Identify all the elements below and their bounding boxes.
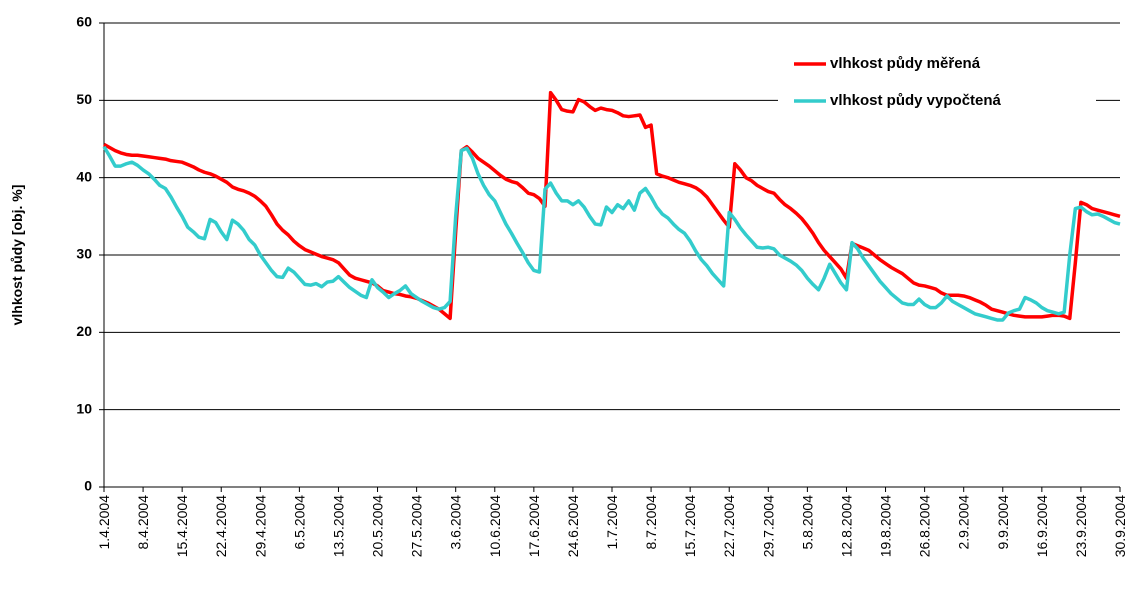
x-tick-label: 5.8.2004	[799, 495, 815, 550]
x-tick-label: 26.8.2004	[917, 495, 933, 557]
data-line	[102, 145, 1121, 322]
x-tick-label: 13.5.2004	[330, 495, 346, 557]
x-tick-label: 6.5.2004	[291, 495, 307, 550]
x-tick-label: 1.7.2004	[604, 495, 620, 550]
y-tick-label: 10	[76, 400, 92, 416]
x-tick-label: 22.4.2004	[213, 495, 229, 557]
y-tick-label: 40	[76, 168, 92, 184]
x-tick-label: 29.4.2004	[252, 495, 268, 557]
x-tick-label: 15.7.2004	[682, 495, 698, 557]
legend-box	[778, 44, 1096, 116]
x-tick-label: 9.9.2004	[995, 495, 1011, 550]
x-tick-label: 8.7.2004	[643, 495, 659, 550]
x-tick-label: 1.4.2004	[96, 495, 112, 550]
y-tick-label: 0	[84, 478, 92, 494]
x-tick-label: 29.7.2004	[760, 495, 776, 557]
x-tick-label: 16.9.2004	[1034, 495, 1050, 557]
data-line	[103, 90, 1121, 321]
x-tick-label: 17.6.2004	[526, 495, 542, 557]
y-tick-label: 20	[76, 323, 92, 339]
x-tick-label: 30.9.2004	[1112, 495, 1127, 557]
y-tick-label: 30	[76, 246, 92, 262]
x-tick-label: 8.4.2004	[135, 495, 151, 550]
x-tick-label: 22.7.2004	[721, 495, 737, 557]
x-tick-label: 3.6.2004	[448, 495, 464, 550]
x-tick-label: 19.8.2004	[878, 495, 894, 557]
x-tick-label: 27.5.2004	[409, 495, 425, 557]
legend-label: vlhkost půdy vypočtená	[830, 92, 1002, 109]
y-tick-label: 60	[76, 14, 92, 30]
legend-label: vlhkost půdy měřená	[830, 55, 981, 72]
x-tick-label: 15.4.2004	[174, 495, 190, 557]
y-tick-label: 50	[76, 91, 92, 107]
x-tick-label: 24.6.2004	[565, 495, 581, 557]
x-tick-label: 12.8.2004	[838, 495, 854, 557]
x-tick-label: 10.6.2004	[487, 495, 503, 557]
y-axis-label: vlhkost půdy [obj. %]	[9, 185, 25, 326]
x-tick-label: 2.9.2004	[956, 495, 972, 550]
x-tick-label: 20.5.2004	[370, 495, 386, 557]
x-tick-label: 23.9.2004	[1073, 495, 1089, 557]
